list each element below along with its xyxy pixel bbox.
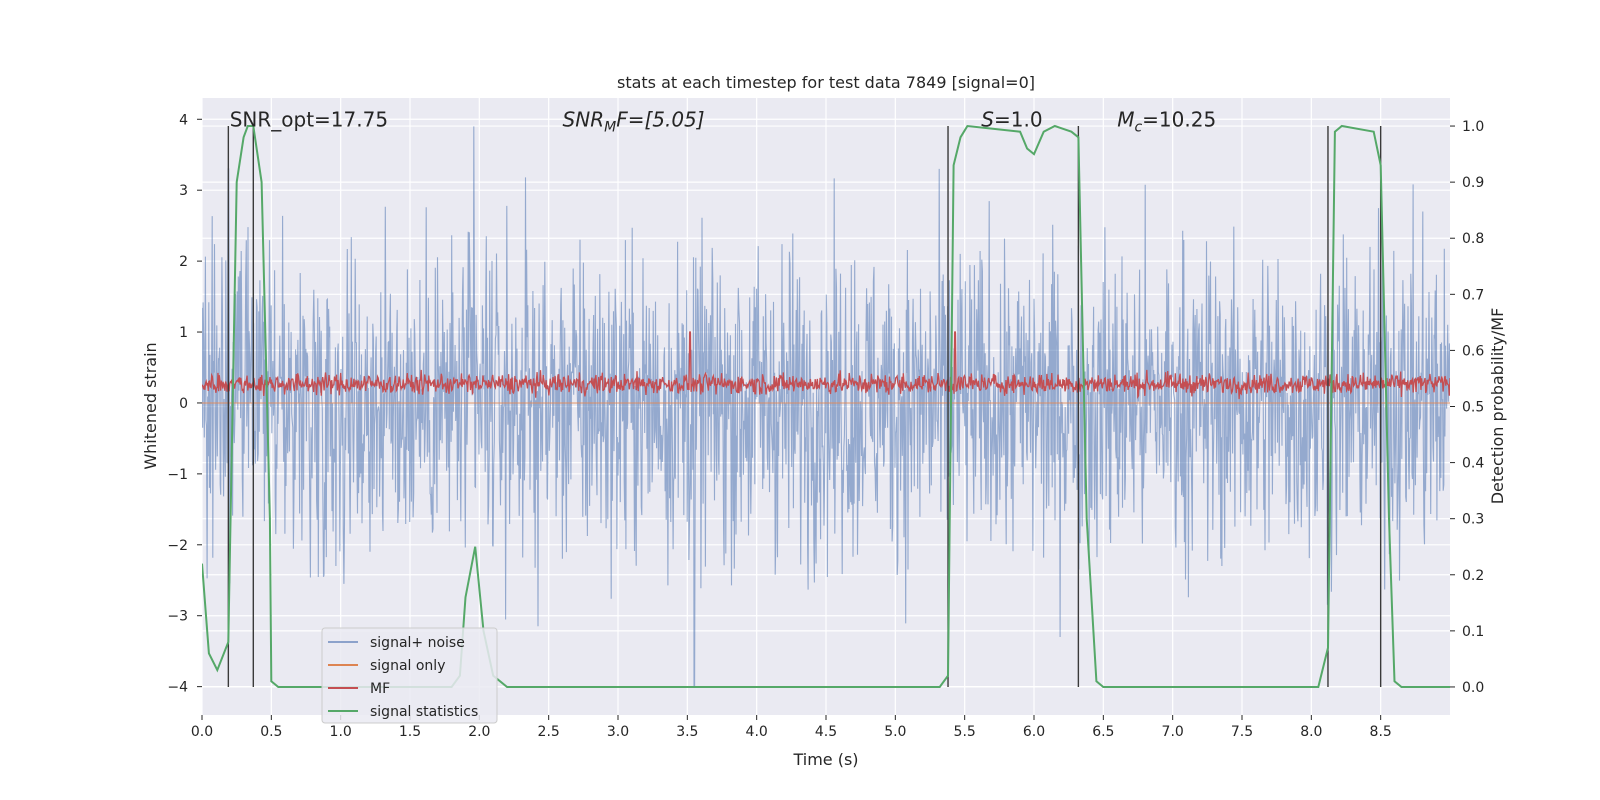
y-right-tick-label: 0.7: [1462, 287, 1484, 303]
x-tick-label: 7.0: [1162, 724, 1184, 740]
x-tick-label: 1.5: [399, 724, 421, 740]
y-right-tick-label: 0.1: [1462, 624, 1484, 640]
x-axis-label: Time (s): [792, 750, 858, 769]
x-tick-label: 6.0: [1023, 724, 1045, 740]
y-left-tick-label: 1: [179, 325, 188, 341]
y-left-tick-label: −3: [167, 609, 188, 625]
x-tick-label: 8.0: [1300, 724, 1322, 740]
y-right-tick-label: 1.0: [1462, 119, 1484, 135]
y-right-tick-label: 0.2: [1462, 568, 1484, 584]
legend-label: signal+ noise: [370, 635, 465, 651]
annotation-label: Mc=10.25: [1117, 107, 1216, 135]
x-tick-label: 2.0: [468, 724, 490, 740]
legend-box: [321, 627, 498, 724]
y-axis-right-ticks: 0.0 0.1 0.2 0.3 0.4 0.5 0.6 0.7 0.8 0.9 1.0: [1450, 119, 1484, 696]
x-tick-label: 2.5: [538, 724, 560, 740]
series-signal-statistics: [202, 124, 1450, 688]
y-left-tick-label: 0: [179, 396, 188, 412]
y-left-tick-label: −1: [167, 467, 188, 483]
x-tick-label: 8.5: [1370, 724, 1392, 740]
y-right-tick-label: 0.6: [1462, 343, 1484, 359]
x-tick-label: 5.0: [884, 724, 906, 740]
x-tick-label: 3.5: [676, 724, 698, 740]
y-axis-left-label: Whitened strain: [141, 342, 160, 469]
x-tick-label: 7.5: [1231, 724, 1253, 740]
y-right-tick-label: 0.4: [1462, 456, 1484, 472]
y-axis-left-ticks: −4 −3 −2 −1 0 1 2 3 4: [167, 112, 202, 696]
x-tick-label: 0.5: [260, 724, 282, 740]
x-tick-label: 4.5: [815, 724, 837, 740]
annotation-label: S=1.0: [981, 107, 1042, 131]
legend-label: signal only: [370, 658, 445, 674]
x-tick-label: 0.0: [191, 724, 213, 740]
annotations: SNR_opt=17.75 SNRMF=[5.05] S=1.0 Mc=10.25: [230, 107, 1216, 135]
legend-label: signal statistics: [370, 704, 478, 720]
x-tick-label: 6.5: [1092, 724, 1114, 740]
y-right-tick-label: 0.3: [1462, 512, 1484, 528]
y-left-tick-label: −4: [167, 680, 188, 696]
y-right-tick-label: 0.9: [1462, 175, 1484, 191]
legend: signal+ noise signal only MF signal statist…: [321, 627, 498, 724]
x-tick-label: 5.5: [954, 724, 976, 740]
y-left-tick-label: 4: [179, 112, 188, 128]
series-signal-noise: [202, 126, 1450, 688]
series-layer: [202, 124, 1450, 688]
y-right-tick-label: 0.0: [1462, 680, 1484, 696]
y-left-tick-label: 2: [179, 254, 188, 270]
chart-title: stats at each timestep for test data 784…: [617, 73, 1035, 92]
x-axis-ticks: 0.0 0.5 1.0 1.5 2.0 2.5 3.0 3.5 4.0 4.5 5.0 5.5 6.0 6…: [191, 715, 1392, 740]
y-axis-right-label: Detection probability/MF: [1488, 308, 1507, 505]
legend-label: MF: [370, 681, 390, 697]
y-right-tick-label: 0.5: [1462, 400, 1484, 416]
y-left-tick-label: −2: [167, 538, 188, 554]
x-tick-label: 1.0: [330, 724, 352, 740]
x-tick-label: 3.0: [607, 724, 629, 740]
y-left-tick-label: 3: [179, 183, 188, 199]
y-right-tick-label: 0.8: [1462, 231, 1484, 247]
annotation-label: SNR_opt=17.75: [230, 107, 388, 131]
annotation-label: SNRMF=[5.05]: [563, 107, 705, 135]
series-mf: [202, 331, 1450, 400]
x-tick-label: 4.0: [746, 724, 768, 740]
